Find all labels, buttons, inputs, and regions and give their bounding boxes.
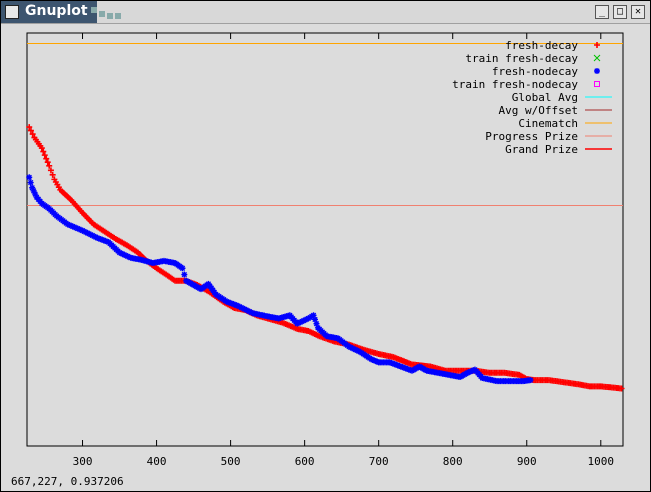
legend-symbol <box>594 68 600 74</box>
series-fresh-decay <box>26 124 625 392</box>
legend-label: Cinematch <box>518 117 578 130</box>
plot-area[interactable]: 300 400 500 600 700 800 900 1000 fresh-decay tra… <box>1 24 650 491</box>
data-point <box>29 131 36 138</box>
data-point <box>313 320 320 327</box>
x-tick-label: 700 <box>369 455 389 468</box>
data-point <box>26 174 33 181</box>
plot-border <box>26 32 624 447</box>
legend-label: Global Avg <box>512 91 578 104</box>
data-point <box>310 312 317 319</box>
app-menu-icon[interactable] <box>5 5 19 19</box>
title-decoration <box>91 7 121 21</box>
legend-label: fresh-nodecay <box>492 65 578 78</box>
legend-symbol <box>594 81 600 87</box>
chart-canvas[interactable]: 300 400 500 600 700 800 900 1000 fresh-decaytra… <box>1 24 650 471</box>
data-point <box>49 171 56 178</box>
x-tick-label: 800 <box>443 455 463 468</box>
x-tick-label: 1000 <box>588 455 615 468</box>
cursor-coordinates: 667,227, 0.937206 <box>11 475 124 488</box>
x-tick-label: 900 <box>517 455 537 468</box>
minimize-button[interactable]: _ <box>595 5 609 19</box>
x-tick-label: 600 <box>295 455 315 468</box>
series-fresh-nodecay <box>26 174 534 385</box>
data-point <box>29 184 36 191</box>
legend-label: train fresh-decay <box>465 52 578 65</box>
data-point <box>38 145 45 152</box>
x-tick-label: 300 <box>73 455 93 468</box>
data-point <box>27 127 34 134</box>
reference-lines <box>27 42 623 207</box>
legend-symbol <box>594 42 600 48</box>
data-point <box>44 159 51 166</box>
data-point <box>47 167 54 174</box>
x-tick-label: 400 <box>147 455 167 468</box>
x-tick-label: 500 <box>221 455 241 468</box>
window-title: Gnuplot <box>25 3 88 19</box>
x-axis-ticks: 300 400 500 600 700 800 900 1000 <box>73 33 615 468</box>
data-point <box>30 187 37 194</box>
data-point <box>26 124 33 131</box>
title-bar[interactable]: Gnuplot _ □ ✕ <box>1 1 650 24</box>
data-point <box>41 152 48 159</box>
data-point <box>179 265 186 272</box>
data-point <box>618 385 625 392</box>
legend-label: train fresh-nodecay <box>452 78 578 91</box>
legend-label: Grand Prize <box>505 143 578 156</box>
title-block <box>1 1 97 23</box>
maximize-button[interactable]: □ <box>613 5 627 19</box>
data-point <box>43 155 50 162</box>
data-series <box>26 124 625 392</box>
data-point <box>312 316 319 323</box>
data-point <box>40 148 47 155</box>
data-point <box>527 377 534 384</box>
legend-label: fresh-decay <box>505 39 578 52</box>
data-point <box>27 179 34 186</box>
data-point <box>32 191 39 198</box>
legend-symbol <box>593 54 601 62</box>
close-button[interactable]: ✕ <box>631 5 645 19</box>
data-point <box>181 271 188 278</box>
legend-label: Avg w/Offset <box>499 104 578 117</box>
legend-label: Progress Prize <box>485 130 578 143</box>
status-bar: 667,227, 0.937206 <box>1 471 650 491</box>
data-point <box>46 162 53 169</box>
